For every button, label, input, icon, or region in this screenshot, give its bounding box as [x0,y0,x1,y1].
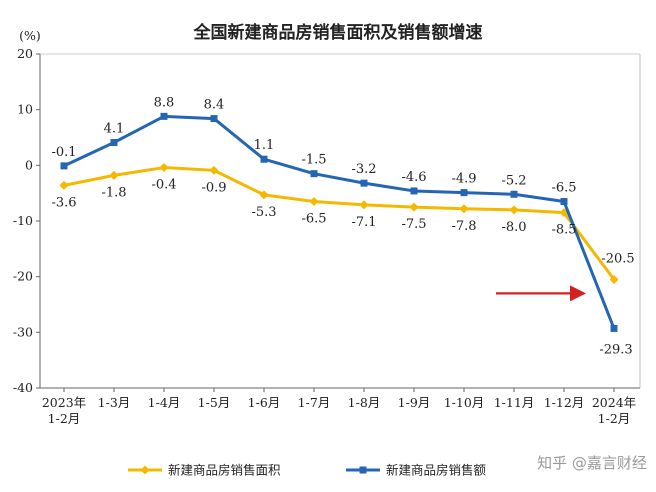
x-tick-label: 1-9月 [398,395,431,410]
y-tick-label: 10 [17,102,33,117]
legend-label: 新建商品房销售额 [386,463,487,478]
series-point [59,180,69,190]
watermark: 知乎 @嘉言财经 [537,454,647,472]
x-tick-label: 1-3月 [98,395,131,410]
x-tick-label: 1-12月 [544,395,585,410]
data-label: -0.1 [51,145,76,160]
series-point [259,190,269,200]
arrow-head [570,285,586,302]
data-label: -3.2 [351,162,376,177]
chart-title: 全国新建商品房销售面积及销售额增速 [193,22,483,43]
series-point [360,179,368,187]
data-label: -6.5 [551,181,576,196]
data-label: -1.8 [101,185,126,200]
x-tick-label: 1-4月 [148,395,181,410]
series-point [610,324,618,332]
legend-swatch-marker [359,466,367,474]
x-tick-label: 1-2月 [48,411,81,426]
data-label: -1.5 [301,153,326,168]
data-label: -8.0 [501,220,526,235]
series-point [359,200,369,210]
series-layer [59,112,619,332]
series-point [310,170,318,178]
y-tick-label: -30 [13,324,33,339]
series-point [460,189,468,197]
x-tick-label: 2023年 [42,395,86,410]
y-tick-label: 20 [17,46,33,61]
series-point [459,204,469,214]
series-point [409,202,419,212]
legend: 新建商品房销售面积 新建商品房销售额 [128,463,487,478]
series-point [209,165,219,175]
x-tick-label: 1-8月 [348,395,381,410]
x-tick-label: 1-7月 [298,395,331,410]
data-label: -3.6 [51,195,76,210]
y-axis-unit: (%) [19,28,41,43]
x-tick-label: 1-2月 [598,411,631,426]
data-label: -4.9 [451,172,476,187]
x-tick-label: 1-10月 [444,395,485,410]
x-tick-label: 1-5月 [198,395,231,410]
data-label: 8.8 [154,95,175,110]
y-tick-label: 0 [25,157,33,172]
series-point [560,198,568,206]
data-label: -7.5 [401,217,426,232]
data-label: -7.1 [351,215,376,230]
series-line [63,166,616,281]
series-point [160,112,168,120]
data-label: -20.5 [601,251,634,266]
series-line [63,114,616,329]
data-label: -5.3 [251,205,276,220]
series-point [109,170,119,180]
x-tick-label: 1-6月 [248,395,281,410]
series-point [309,197,319,207]
series-point [159,163,169,173]
data-label: 1.1 [254,138,275,153]
data-label: 4.1 [104,122,125,137]
data-label: -7.8 [451,219,476,234]
data-label: -4.6 [401,170,426,185]
data-label: 8.4 [204,98,225,113]
y-tick-label: -40 [13,380,33,395]
data-label: -29.3 [599,342,632,357]
data-label: -0.4 [151,178,176,193]
data-label: -6.5 [301,212,326,227]
y-tick-label: -10 [13,213,33,228]
legend-label: 新建商品房销售面积 [168,463,281,478]
series-point [210,115,218,123]
series-point [260,155,268,163]
data-labels: -3.6 -1.8 -0.4 -0.9 -5.3 -6.5 -7.1 -7.5 -7.8 -8.0… [51,95,634,357]
series-point [110,139,118,147]
y-tick-label: -20 [13,269,33,284]
series-point [509,205,519,215]
series-point [609,274,619,284]
series-point [60,162,68,170]
x-tick-label: 1-11月 [494,395,535,410]
series-point [410,187,418,195]
annotation [496,285,586,302]
data-label: -5.2 [501,173,526,188]
legend-swatch-marker [140,465,150,475]
data-label: -0.9 [201,180,226,195]
series-point [510,190,518,198]
data-label: -8.5 [551,223,576,238]
x-tick-label: 2024年 [592,395,636,410]
